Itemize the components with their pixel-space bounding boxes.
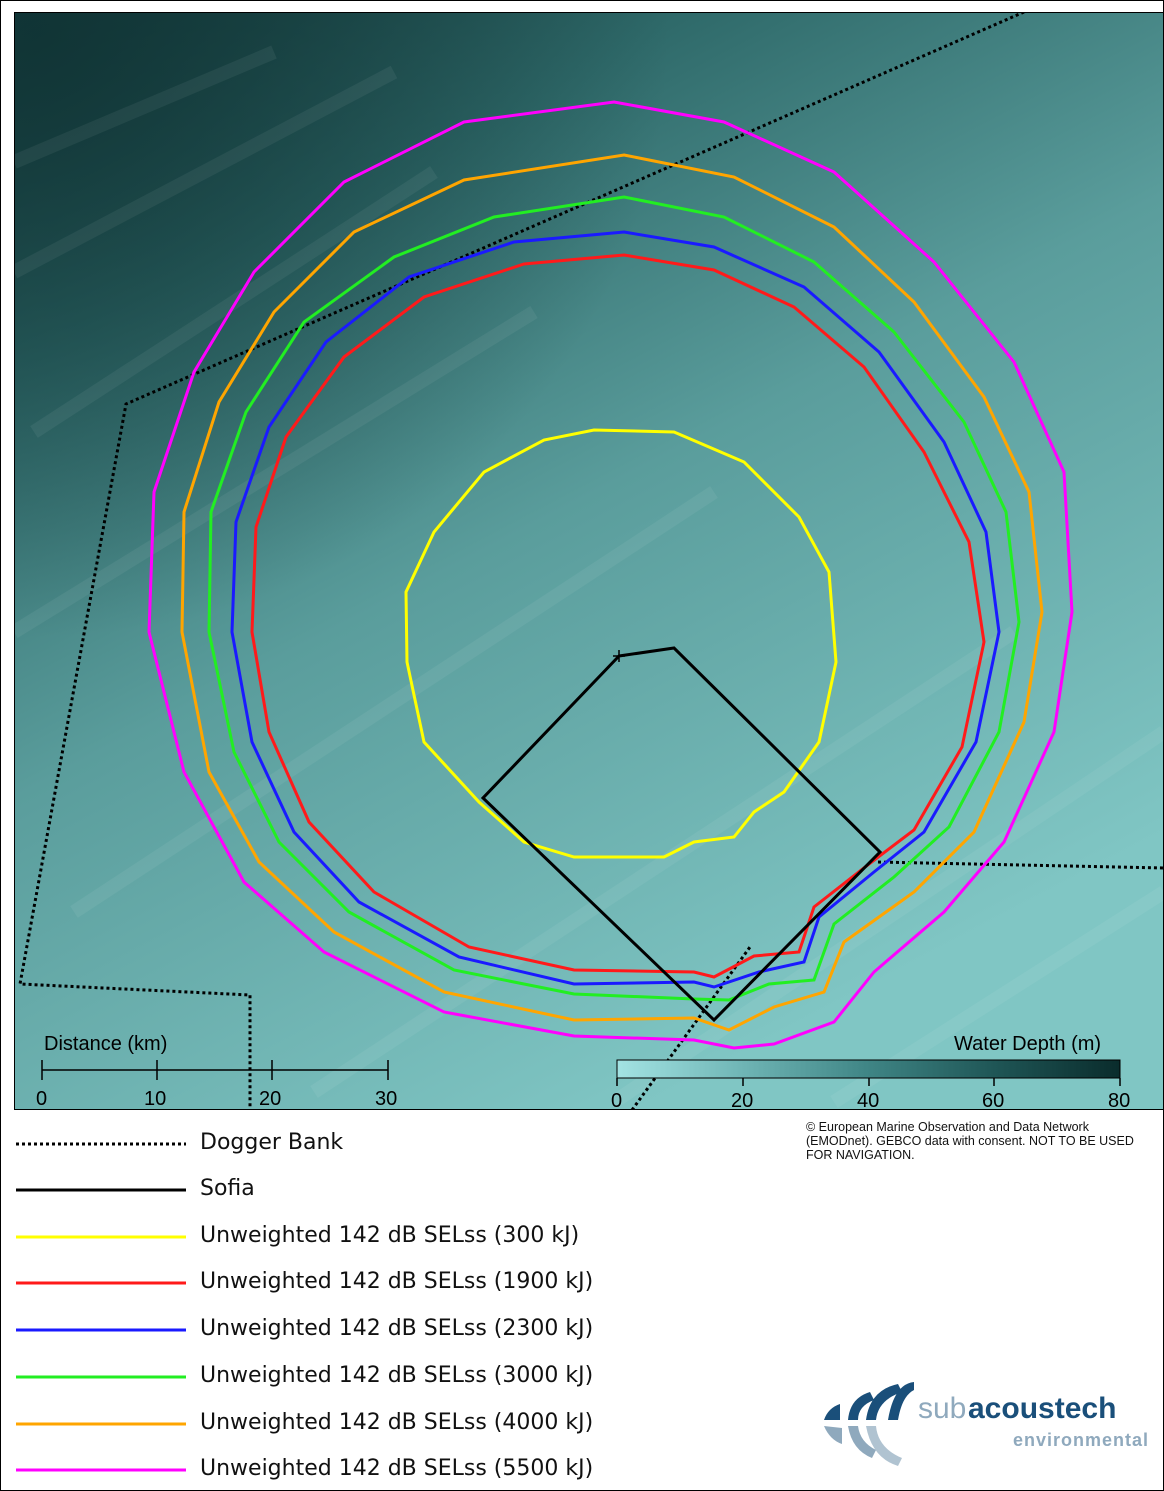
depth-colorbar: Water Depth (m) 0 20 40 60 80 — [611, 1033, 1130, 1110]
line-swatch-icon — [16, 1468, 186, 1472]
map-panel[interactable]: Distance (km) 0 10 20 30 Water Depth (m)… — [14, 12, 1164, 1110]
legend-label: Sofia — [200, 1176, 255, 1201]
depth-tick-80: 80 — [1108, 1090, 1130, 1110]
legend-item-4000kj: Unweighted 142 dB SELss (4000 kJ) — [14, 1408, 694, 1440]
seabed-texture — [14, 45, 1164, 1108]
legend-item-1900kj: Unweighted 142 dB SELss (1900 kJ) — [14, 1267, 694, 1299]
legend-label: Dogger Bank — [200, 1130, 344, 1155]
scale-tick-10: 10 — [144, 1088, 166, 1110]
noise-contours — [147, 100, 1074, 1050]
logo-word-light: sub — [918, 1392, 966, 1425]
depth-tick-20: 20 — [731, 1090, 753, 1110]
contour-5500kj — [147, 100, 1074, 1050]
depth-tick-60: 60 — [982, 1090, 1004, 1110]
subacoustech-logo: sub acoustech environmental — [824, 1382, 1148, 1466]
contour-2300kj — [230, 230, 1001, 989]
scale-tick-30: 30 — [375, 1088, 397, 1110]
scale-tick-20: 20 — [259, 1088, 281, 1110]
line-swatch-icon — [16, 1328, 186, 1332]
legend-label: Unweighted 142 dB SELss (5500 kJ) — [200, 1456, 594, 1481]
logo-subword: environmental — [1013, 1430, 1148, 1450]
legend-label: Unweighted 142 dB SELss (4000 kJ) — [200, 1410, 594, 1435]
scale-bar: Distance (km) 0 10 20 30 — [36, 1033, 397, 1110]
line-swatch-icon — [16, 1235, 186, 1239]
line-swatch-icon — [16, 1188, 186, 1192]
legend-label: Unweighted 142 dB SELss (300 kJ) — [200, 1223, 580, 1248]
line-swatch-icon — [16, 1375, 186, 1379]
contour-300kj — [404, 428, 838, 859]
depth-colorbar-title: Water Depth (m) — [954, 1033, 1101, 1055]
legend-item-2300kj: Unweighted 142 dB SELss (2300 kJ) — [14, 1314, 694, 1346]
contour-4000kj — [180, 153, 1044, 1032]
line-swatch-icon — [16, 1422, 186, 1426]
depth-tick-40: 40 — [857, 1090, 879, 1110]
contour-3000kj — [207, 195, 1021, 1002]
dotted-line-swatch-icon — [16, 1142, 186, 1146]
scale-tick-0: 0 — [36, 1088, 47, 1110]
sound-wave-icon — [824, 1382, 914, 1466]
line-swatch-icon — [16, 1281, 186, 1285]
scale-bar-title: Distance (km) — [44, 1033, 167, 1055]
contour-1900kj — [250, 253, 986, 979]
depth-tick-0: 0 — [611, 1090, 622, 1110]
legend-item-sofia: Sofia — [14, 1174, 694, 1206]
data-credit-notice: © European Marine Observation and Data N… — [806, 1120, 1134, 1162]
legend-label: Unweighted 142 dB SELss (2300 kJ) — [200, 1316, 594, 1341]
legend-label: Unweighted 142 dB SELss (3000 kJ) — [200, 1363, 594, 1388]
site-marker-icon — [613, 650, 625, 662]
legend-label: Unweighted 142 dB SELss (1900 kJ) — [200, 1269, 594, 1294]
logo-word-bold: acoustech — [968, 1392, 1116, 1425]
legend-item-300kj: Unweighted 142 dB SELss (300 kJ) — [14, 1221, 694, 1253]
legend-item-3000kj: Unweighted 142 dB SELss (3000 kJ) — [14, 1361, 694, 1393]
legend-item-5500kj: Unweighted 142 dB SELss (5500 kJ) — [14, 1454, 694, 1486]
sofia-site-boundary — [480, 646, 883, 1023]
dogger-bank-boundary — [18, 12, 1164, 1110]
legend-item-dogger-bank: Dogger Bank — [14, 1128, 694, 1160]
